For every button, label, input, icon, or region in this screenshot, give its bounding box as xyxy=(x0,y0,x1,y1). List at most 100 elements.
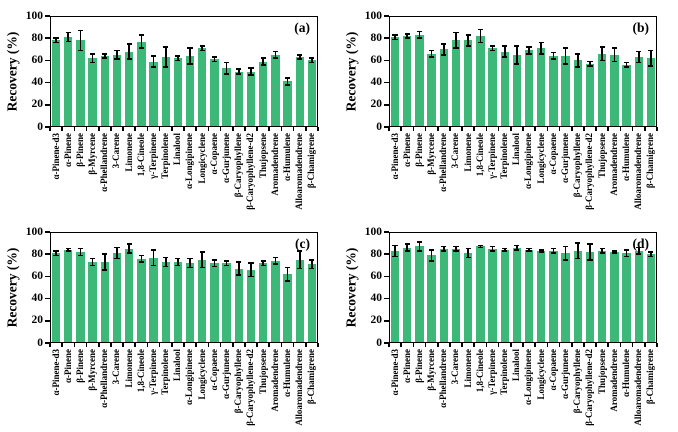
y-tick xyxy=(384,37,389,39)
bar xyxy=(598,250,607,343)
error-bar xyxy=(637,247,640,255)
error-bar-cap-bottom xyxy=(224,264,230,267)
bar xyxy=(222,68,231,127)
x-tick-label: β-Caryophyllene-d2 xyxy=(245,349,256,426)
x-tick-label: α-Gurjunene xyxy=(221,133,232,184)
x-tick xyxy=(207,343,210,347)
error-bar-cap-top xyxy=(429,248,435,251)
error-bar-cap-bottom xyxy=(648,65,654,67)
error-bar-cap-top xyxy=(563,47,569,49)
error-bar xyxy=(418,31,421,39)
y-tick xyxy=(45,81,50,84)
bar xyxy=(185,55,195,127)
y-tick xyxy=(384,81,389,84)
x-tick-label: Limonene xyxy=(123,349,134,388)
x-tick xyxy=(195,343,197,347)
error-bar-cap-top xyxy=(65,31,71,34)
error-bar-cap-bottom xyxy=(236,72,242,75)
x-tick-label: γ-Terpinene xyxy=(486,133,497,179)
y-tick xyxy=(384,320,389,322)
bar xyxy=(210,59,219,127)
error-bar-cap-bottom xyxy=(102,57,108,59)
error-bar-cap-bottom xyxy=(429,260,435,262)
error-bar xyxy=(552,52,555,60)
error-bar-cap-top xyxy=(648,49,654,52)
error-bar-cap-top xyxy=(623,248,630,251)
error-bar-cap-top xyxy=(77,29,84,32)
error-bar xyxy=(467,34,469,46)
error-bar-cap-bottom xyxy=(599,252,605,254)
x-tick xyxy=(497,343,500,347)
bar xyxy=(246,269,256,343)
x-tick xyxy=(219,127,222,131)
x-tick-label: α-Copaene xyxy=(547,133,558,175)
error-bar-cap-bottom xyxy=(563,258,569,261)
bar xyxy=(137,258,146,343)
x-tick-label: α-Longipinene xyxy=(184,133,195,190)
bar xyxy=(149,61,158,127)
error-bar-cap-bottom xyxy=(416,250,423,252)
error-bar-cap-bottom xyxy=(248,74,254,76)
x-tick-label: γ-Terpinene xyxy=(147,349,158,395)
bar xyxy=(476,246,485,343)
error-bar xyxy=(201,45,204,51)
bar xyxy=(125,51,134,127)
error-bar-cap-bottom xyxy=(489,49,496,52)
x-tick-label: Thujopsene xyxy=(596,349,607,395)
error-bar-cap-bottom xyxy=(126,58,132,61)
x-tick-label: α-Pinene-d3 xyxy=(50,133,61,180)
error-bar-cap-bottom xyxy=(550,58,557,61)
panel-b: Recovery (%) 0 20 40 60 80 100 α-Pinene-d3 α-Pin… xyxy=(339,0,678,216)
y-tick-label: 60 xyxy=(370,269,383,282)
bar xyxy=(573,60,582,127)
x-tick xyxy=(256,343,258,347)
y-tick-label: 60 xyxy=(370,53,383,66)
x-tick-label: α-Longipinene xyxy=(523,133,534,190)
x-tick xyxy=(546,127,549,131)
error-bar xyxy=(430,249,433,261)
error-bar-cap-bottom xyxy=(90,61,96,64)
error-bar xyxy=(637,51,640,63)
bar xyxy=(537,250,546,343)
error-bar-cap-top xyxy=(587,60,593,63)
x-tick xyxy=(207,127,210,131)
error-bar xyxy=(406,244,409,251)
x-tick xyxy=(570,343,573,347)
x-tick-label: Limonene xyxy=(123,133,134,172)
error-bar-cap-top xyxy=(514,45,520,47)
x-tick xyxy=(73,343,76,347)
x-tick-label: α-Humulene xyxy=(281,133,292,182)
error-bar-cap-top xyxy=(502,45,508,47)
x-tick-label: 3-Carene xyxy=(111,349,122,385)
x-tick xyxy=(85,343,88,347)
x-tick xyxy=(122,127,124,131)
bar xyxy=(173,58,183,127)
error-bar-cap-top xyxy=(260,57,266,59)
x-tick-label: Aromadendrene xyxy=(269,349,280,412)
error-bar-cap-bottom xyxy=(514,248,520,251)
error-bar xyxy=(274,51,277,59)
x-tick xyxy=(280,343,283,347)
error-bar-cap-bottom xyxy=(587,65,593,67)
error-bar-cap-top xyxy=(575,52,581,55)
error-bar-cap-top xyxy=(538,248,544,251)
bar xyxy=(488,48,497,127)
error-bar-cap-top xyxy=(477,28,483,31)
x-tick xyxy=(558,343,561,347)
x-tick-label: β-Caryophyllene-d2 xyxy=(245,133,256,210)
error-bar xyxy=(128,244,130,254)
error-bar-cap-bottom xyxy=(297,58,303,61)
error-bar-cap-top xyxy=(636,246,642,249)
error-bar-cap-top xyxy=(272,50,278,53)
error-bar-cap-bottom xyxy=(599,59,605,62)
error-bar xyxy=(298,54,301,60)
error-bar-cap-top xyxy=(53,37,59,39)
x-tick xyxy=(510,127,512,131)
x-tick xyxy=(183,127,185,131)
error-bar xyxy=(164,257,167,267)
panel-label: (c) xyxy=(295,236,310,251)
error-bar-cap-bottom xyxy=(563,62,569,65)
bar xyxy=(295,259,304,343)
error-bar-cap-top xyxy=(538,41,544,44)
x-tick xyxy=(158,343,161,347)
